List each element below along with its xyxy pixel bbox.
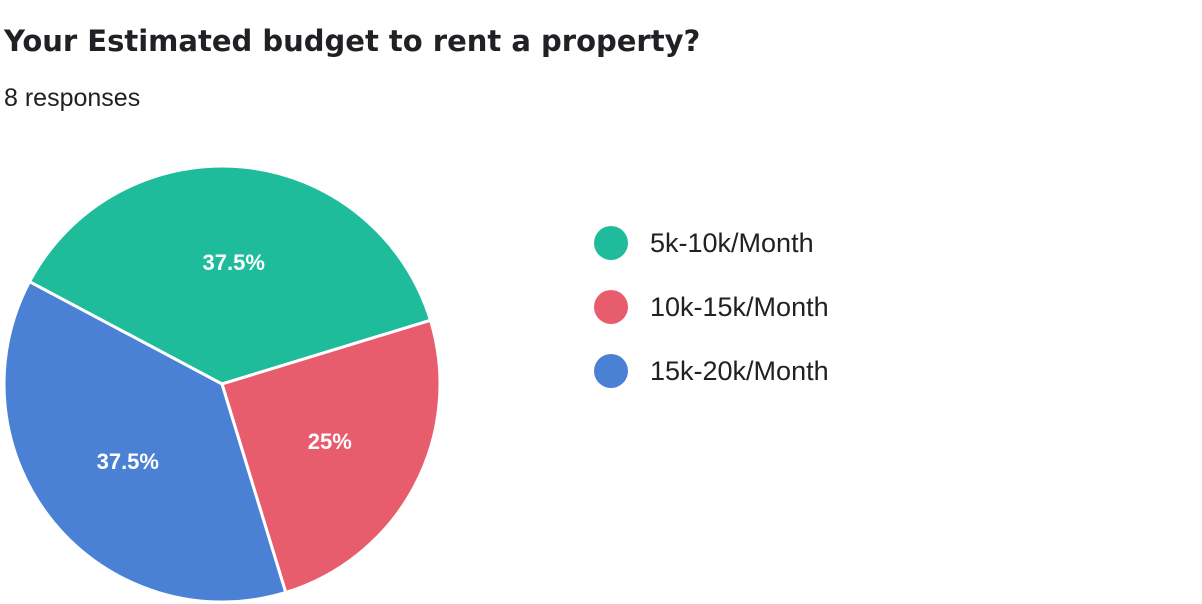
- legend-swatch: [594, 290, 628, 324]
- pie-chart: 37.5% 25% 37.5%: [2, 164, 442, 604]
- slice-percent-label: 25%: [308, 429, 352, 454]
- chart-title: Your Estimated budget to rent a property…: [4, 24, 701, 58]
- legend-swatch: [594, 226, 628, 260]
- legend-label: 15k-20k/Month: [650, 355, 829, 386]
- slice-percent-label: 37.5%: [203, 250, 265, 275]
- response-count: 8 responses: [4, 84, 141, 112]
- legend-item-15k-20k[interactable]: 15k-20k/Month: [594, 338, 829, 404]
- slice-percent-label: 37.5%: [97, 449, 159, 474]
- legend-item-5k-10k[interactable]: 5k-10k/Month: [594, 210, 829, 276]
- pie-slice-5k-10k-month[interactable]: [28, 164, 432, 386]
- legend-item-10k-15k[interactable]: 10k-15k/Month: [594, 274, 829, 340]
- legend-label: 5k-10k/Month: [650, 227, 814, 258]
- chart-legend: 5k-10k/Month 10k-15k/Month 15k-20k/Month: [594, 212, 829, 404]
- pie-slice-10k-15k-month[interactable]: [220, 318, 442, 594]
- legend-label: 10k-15k/Month: [650, 291, 829, 322]
- legend-swatch: [594, 354, 628, 388]
- pie-slice-15k-20k-month[interactable]: [2, 280, 288, 604]
